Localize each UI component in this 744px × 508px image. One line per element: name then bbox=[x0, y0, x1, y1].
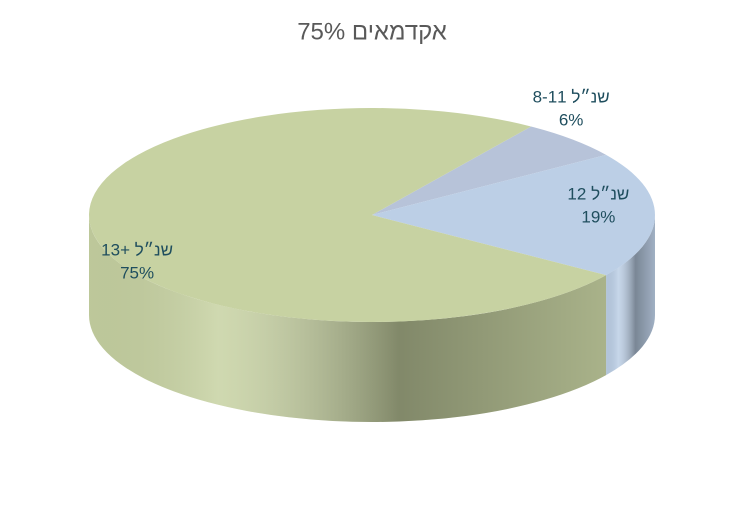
slice-label: 13+ שנ״ל bbox=[101, 240, 173, 259]
side-shading bbox=[89, 215, 607, 422]
slice-value-label: 75% bbox=[120, 263, 154, 282]
slice bbox=[372, 154, 655, 276]
slice bbox=[372, 126, 607, 215]
slice-label: 8-11 שנ״ל bbox=[533, 88, 610, 107]
side-shading bbox=[606, 215, 655, 376]
slice bbox=[88, 107, 607, 322]
slice-value-label: 19% bbox=[581, 207, 615, 226]
slice-value-label: 6% bbox=[559, 111, 584, 130]
chart-title: 75% אקדמאים bbox=[297, 18, 447, 45]
slice-label: 12 שנ״ל bbox=[567, 184, 629, 203]
